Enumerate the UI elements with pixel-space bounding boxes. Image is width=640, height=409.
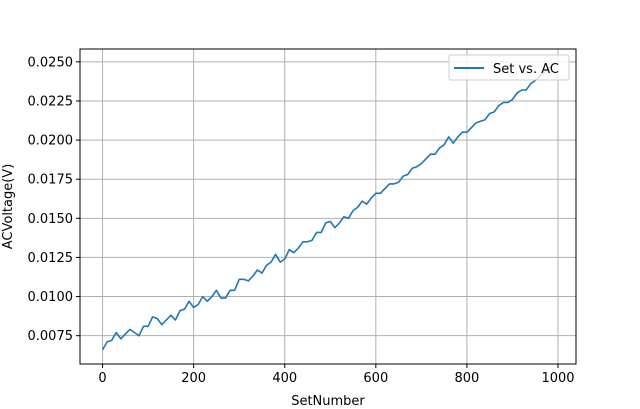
x-tick-label: 1000 xyxy=(541,371,574,386)
x-axis-label: SetNumber xyxy=(291,394,365,409)
y-tick-label: 0.0175 xyxy=(28,173,74,188)
legend-label: Set vs. AC xyxy=(493,62,559,77)
x-axis: 0 200 400 600 800 1000 xyxy=(98,364,575,386)
y-axis-label: ACVoltage(V) xyxy=(1,164,16,250)
y-tick-label: 0.0125 xyxy=(28,251,74,266)
y-tick-label: 0.0100 xyxy=(28,290,74,305)
axes-frame xyxy=(79,48,577,365)
y-tick-label: 0.0150 xyxy=(28,212,74,227)
plot-area xyxy=(101,62,555,351)
y-axis: 0.0075 0.0100 0.0125 0.0150 0.0175 0.0200 0.02… xyxy=(28,55,80,344)
legend-box xyxy=(448,54,570,81)
x-tick-label: 200 xyxy=(181,371,206,386)
x-tick-label: 400 xyxy=(272,371,297,386)
x-tick-label: 800 xyxy=(455,371,480,386)
x-tick-label: 600 xyxy=(363,371,388,386)
x-tick-label: 0 xyxy=(98,371,106,386)
y-tick-label: 0.0200 xyxy=(28,134,74,149)
series-line xyxy=(101,62,555,351)
y-tick-label: 0.0225 xyxy=(28,94,74,109)
y-tick-label: 0.0075 xyxy=(28,329,74,344)
legend: Set vs. AC xyxy=(448,54,570,81)
y-tick-label: 0.0250 xyxy=(28,55,74,70)
